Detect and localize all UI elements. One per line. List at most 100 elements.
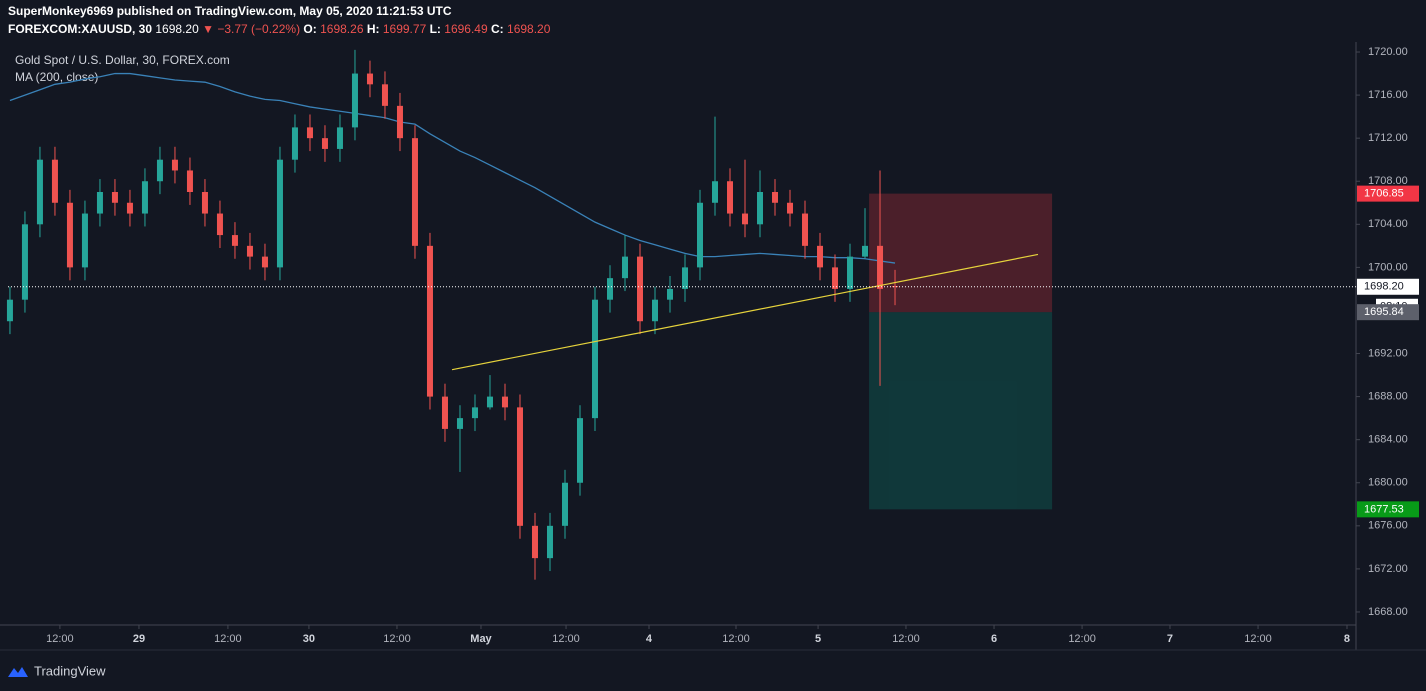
candle-body <box>787 202 794 214</box>
candle-body <box>576 418 583 483</box>
y-tick-label: 1712.00 <box>1368 132 1408 144</box>
stop-badge: 1706.85 <box>1364 188 1404 200</box>
candle-body <box>832 267 839 289</box>
candle-body <box>81 213 88 268</box>
ohlc-value: 1699.77 <box>383 22 427 36</box>
candle-body <box>231 235 238 246</box>
entry-badge-bg <box>1357 304 1419 321</box>
stop-badge-bg <box>1357 185 1419 202</box>
x-tick-label: 12:00 <box>892 633 920 645</box>
candle-body <box>516 407 523 526</box>
ohlc-value: 1698.20 <box>507 22 551 36</box>
last-badge: 1698.20 <box>1364 281 1404 293</box>
x-tick-label: 7 <box>1167 633 1173 645</box>
y-tick-label: 1700.00 <box>1368 261 1408 273</box>
x-tick-label: 30 <box>303 633 315 645</box>
x-tick-label: 5 <box>815 633 821 645</box>
candle-body <box>742 213 749 225</box>
candle-body <box>697 202 704 268</box>
legend-ma: MA (200, close) <box>15 70 98 84</box>
ohlc-label: L: <box>430 22 441 36</box>
candle-body <box>186 170 193 193</box>
candle-body <box>727 181 734 214</box>
y-tick-label: 1688.00 <box>1368 391 1408 403</box>
candle-body <box>66 202 73 268</box>
candle-body <box>471 407 478 419</box>
x-tick-label: 12:00 <box>1244 633 1272 645</box>
legend-title: Gold Spot / U.S. Dollar, 30, FOREX.com <box>15 53 230 67</box>
candle-body <box>51 159 58 203</box>
y-tick-label: 1684.00 <box>1368 434 1408 446</box>
candle-body <box>636 256 643 322</box>
ma-line <box>9 72 896 264</box>
candle-body <box>561 482 568 526</box>
header-line: FOREXCOM:XAUUSD, 30 1698.20 ▼ −3.77 (−0.… <box>8 22 551 36</box>
x-tick-label: 4 <box>646 633 653 645</box>
target-zone <box>869 312 1053 510</box>
candle-body <box>396 105 403 139</box>
ohlc-value: 1698.26 <box>320 22 364 36</box>
candle-body <box>802 213 809 246</box>
trend-line <box>451 253 1039 371</box>
x-tick-label: 12:00 <box>552 633 580 645</box>
candle-body <box>21 224 28 300</box>
candle-body <box>546 525 553 559</box>
candle-body <box>36 159 43 225</box>
candle-body <box>712 181 719 203</box>
x-tick-label: 12:00 <box>46 633 74 645</box>
candle-body <box>682 267 689 289</box>
footer-brand: TradingView <box>34 663 106 678</box>
candle-body <box>246 245 253 257</box>
candle-body <box>621 256 628 279</box>
candle-body <box>381 84 388 106</box>
candle-body <box>892 286 899 288</box>
ohlc-label: H: <box>367 22 380 36</box>
candle-body <box>291 127 298 160</box>
y-tick-label: 1668.00 <box>1368 606 1408 618</box>
candle-body <box>171 159 178 171</box>
candle-body <box>321 138 328 149</box>
x-tick-label: 12:00 <box>722 633 750 645</box>
author-line: SuperMonkey6969 published on TradingView… <box>8 4 452 18</box>
symbol: FOREXCOM:XAUUSD, 30 <box>8 22 152 36</box>
candle-body <box>651 299 658 322</box>
y-tick-label: 1708.00 <box>1368 175 1408 187</box>
target-badge-bg <box>1357 501 1419 518</box>
candle-body <box>847 256 854 289</box>
candle-body <box>456 418 463 429</box>
candle-body <box>306 127 313 139</box>
y-tick-label: 1720.00 <box>1368 46 1408 58</box>
candle-body <box>877 245 884 289</box>
x-tick-label: 12:00 <box>1068 633 1096 645</box>
candle-body <box>606 278 613 300</box>
price: 1698.20 <box>155 22 199 36</box>
candle-body <box>366 73 373 85</box>
candle-body <box>486 396 493 408</box>
candle-body <box>501 396 508 408</box>
x-tick-label: 29 <box>133 633 145 645</box>
y-tick-label: 1676.00 <box>1368 520 1408 532</box>
candle-body <box>216 213 223 236</box>
y-tick-label: 1704.00 <box>1368 218 1408 230</box>
candle-body <box>276 159 283 268</box>
candle-body <box>336 127 343 149</box>
candle-body <box>411 138 418 246</box>
x-tick-label: May <box>470 633 492 645</box>
y-tick-label: 1680.00 <box>1368 477 1408 489</box>
entry-badge: 1695.84 <box>1364 306 1404 318</box>
target-badge: 1677.53 <box>1364 503 1404 515</box>
stop-zone <box>869 193 1053 313</box>
candle-body <box>261 256 268 268</box>
candle-body <box>141 181 148 214</box>
y-tick-label: 1672.00 <box>1368 563 1408 575</box>
candle-body <box>441 396 448 429</box>
candle-body <box>351 73 358 128</box>
ohlc-label: C: <box>491 22 504 36</box>
x-tick-label: 6 <box>991 633 997 645</box>
candle-body <box>111 192 118 203</box>
candle-body <box>6 299 13 322</box>
change: −3.77 (−0.22%) <box>217 22 300 36</box>
ohlc-label: O: <box>303 22 316 36</box>
